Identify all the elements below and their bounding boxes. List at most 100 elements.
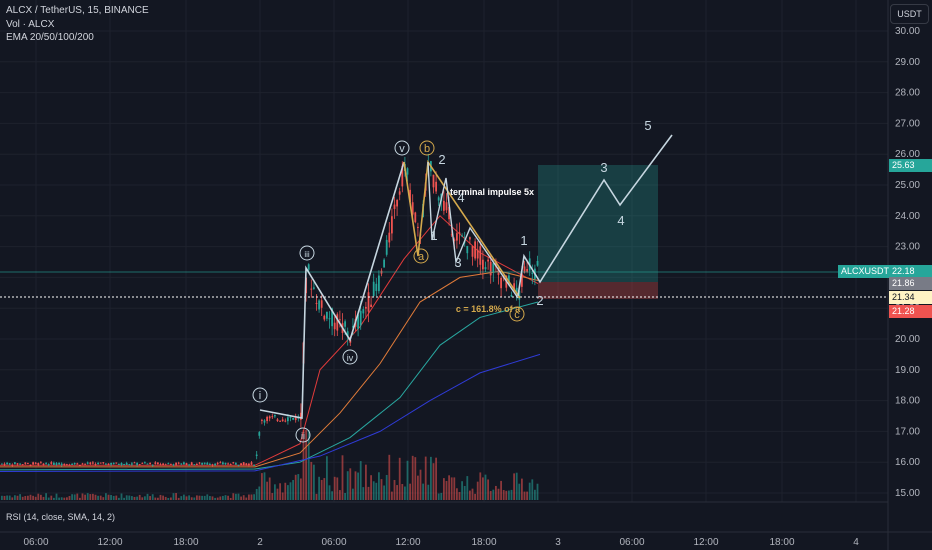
volume-bar xyxy=(344,493,346,500)
legend-symbol[interactable]: ALCX / TetherUS, 15, BINANCE xyxy=(6,5,149,16)
volume-bar xyxy=(492,489,495,500)
candle-body xyxy=(432,174,435,188)
price-tick: 30.00 xyxy=(895,26,920,37)
candle-body xyxy=(222,462,224,465)
volume-bar xyxy=(354,471,357,500)
volume-bar xyxy=(123,497,125,500)
volume-bar xyxy=(284,482,287,500)
volume-bar xyxy=(11,497,14,500)
volume-bar xyxy=(328,485,331,500)
long-position-tool[interactable] xyxy=(0,165,888,299)
candle-body xyxy=(357,314,359,329)
price-tick: 23.00 xyxy=(895,242,920,253)
volume-bar xyxy=(45,493,47,500)
time-tick: 06:00 xyxy=(23,537,48,548)
price-tick: 20.00 xyxy=(895,334,920,345)
candle-body xyxy=(138,464,141,466)
volume-bar xyxy=(505,490,508,500)
rsi-indicator-label[interactable]: RSI (14, close, SMA, 14, 2) xyxy=(6,512,116,522)
candle-body xyxy=(27,462,29,464)
candle-body xyxy=(60,463,63,466)
stop-price-tag: 21.28 xyxy=(889,305,932,318)
candle-body xyxy=(32,462,34,465)
candle-body xyxy=(42,463,45,466)
time-tick: 06:00 xyxy=(321,537,346,548)
volume-bar xyxy=(289,482,292,500)
legend-volume[interactable]: Vol · ALCX xyxy=(6,19,55,30)
candle-body xyxy=(123,464,125,466)
volume-bar xyxy=(172,493,175,500)
volume-bar xyxy=(167,497,170,500)
time-axis[interactable]: 06:00 12:00 18:00 2 06:00 12:00 18:00 3 06:00 12:… xyxy=(23,537,859,548)
candle-body xyxy=(102,462,105,464)
candle-body xyxy=(391,216,393,234)
candle-body xyxy=(92,462,94,464)
price-axis[interactable]: 30.00 29.00 28.00 27.00 26.00 25.00 24.00 23.00… xyxy=(895,26,920,499)
volume-bar xyxy=(315,493,318,500)
volume-bar xyxy=(110,495,112,500)
volume-bar xyxy=(500,480,502,500)
candle-body xyxy=(167,463,170,465)
volume-bar xyxy=(474,493,476,500)
volume-bar xyxy=(19,494,21,500)
candle-body xyxy=(326,311,328,319)
candle-body xyxy=(133,462,136,464)
volume-bar xyxy=(242,495,245,500)
volume-bar xyxy=(391,491,393,500)
volume-bar xyxy=(29,494,32,500)
volume-bar xyxy=(385,474,388,500)
candle-body xyxy=(76,463,79,465)
volume-bar xyxy=(466,476,469,500)
candle-body xyxy=(526,268,528,272)
candle-body xyxy=(68,464,71,466)
legend-ema[interactable]: EMA 20/50/100/200 xyxy=(6,32,94,43)
volume-bar xyxy=(352,488,354,500)
candle-body xyxy=(255,454,258,456)
volume-bar xyxy=(6,495,8,500)
candle-body xyxy=(289,416,292,418)
volume-bar xyxy=(448,475,450,500)
candle-body xyxy=(323,315,326,320)
volume-bar xyxy=(307,430,310,500)
proj-label-5: 5 xyxy=(644,118,651,133)
volume-bar xyxy=(414,457,417,500)
candle-body xyxy=(8,463,11,465)
candle-body xyxy=(453,239,456,242)
volume-bar xyxy=(42,496,45,500)
proj-label-4: 4 xyxy=(617,213,624,228)
candle-body xyxy=(107,463,110,466)
volume-bar xyxy=(55,493,58,500)
volume-bar xyxy=(21,496,24,500)
volume-bar xyxy=(196,495,198,500)
volume-bar xyxy=(266,481,268,500)
volume-bar xyxy=(219,496,222,500)
volume-bar xyxy=(526,491,528,500)
candle-body xyxy=(6,462,8,465)
candle-body xyxy=(185,463,188,466)
candle-body xyxy=(89,462,92,464)
candle-body xyxy=(458,232,461,234)
currency-button[interactable]: USDT xyxy=(890,4,929,24)
candle-body xyxy=(125,463,128,465)
proj-label-3: 3 xyxy=(600,160,607,175)
volume-bar xyxy=(3,495,6,500)
candle-body xyxy=(393,204,396,209)
volume-bar xyxy=(188,495,190,500)
volume-bar xyxy=(120,493,123,500)
candle-body xyxy=(58,462,60,465)
wave-label-2-top: 2 xyxy=(438,152,445,167)
candle-body xyxy=(406,168,409,175)
volume-bar xyxy=(94,494,97,500)
candle-body xyxy=(479,246,482,265)
candle-body xyxy=(362,309,365,314)
candle-body xyxy=(105,463,107,465)
volume-bar xyxy=(102,497,105,500)
volume-bar xyxy=(339,490,341,500)
crosshair-price-tag: 21.34 xyxy=(889,291,932,304)
volume-bar xyxy=(297,474,300,500)
candle-body xyxy=(367,292,370,312)
volume-bar xyxy=(71,494,73,500)
volume-bar xyxy=(133,496,136,500)
volume-bar xyxy=(388,454,391,500)
